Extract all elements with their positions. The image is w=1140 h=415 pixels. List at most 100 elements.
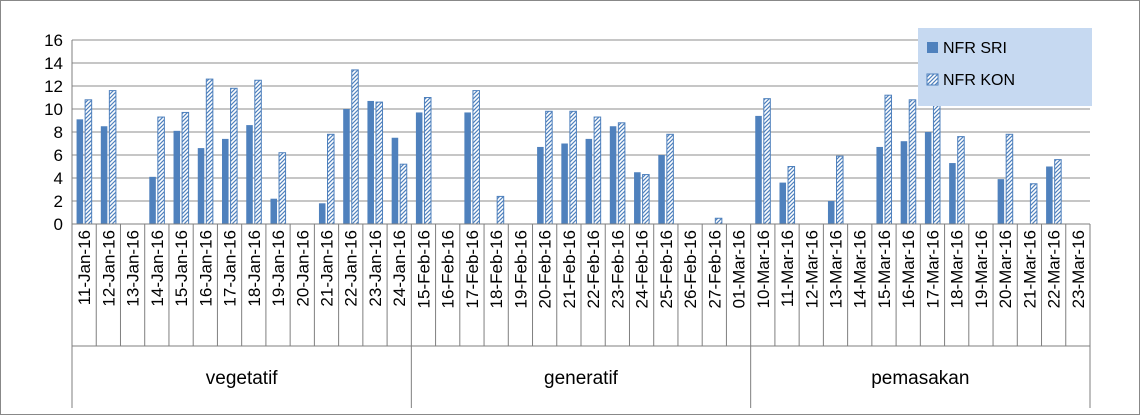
x-tick-label: 10-Mar-16 [754,230,773,308]
x-tick-label: 16-Jan-16 [196,230,215,307]
x-tick-label: 27-Feb-16 [705,230,724,308]
bar-nfr-sri [415,112,423,224]
x-tick-label: 19-Feb-16 [511,230,530,308]
x-tick-label: 24-Jan-16 [390,230,409,307]
bar-nfr-sri [537,146,544,224]
bar-nfr-kon [957,136,965,225]
y-tick-label: 2 [54,192,63,211]
x-axis-tick-labels: 11-Jan-16 12-Jan-16 13-Jan-16 14-Jan-16 15-J… [75,230,1088,308]
x-tick-label: 25-Feb-16 [657,230,676,308]
bar-nfr-kon [472,90,480,225]
x-tick-label: 19-Mar-16 [972,230,991,308]
bar-nfr-sri [827,201,835,224]
bar-nfr-kon [205,78,214,225]
x-tick-label: 23-Mar-16 [1069,230,1088,308]
x-tick-label: 15-Jan-16 [172,230,191,307]
bar-nfr-sri [876,146,883,224]
legend-swatch-nfr-kon [926,73,939,86]
x-tick-label: 17-Mar-16 [923,230,942,308]
bar-nfr-sri [997,179,1005,224]
x-tick-label: 14-Mar-16 [851,230,870,308]
y-tick-label: 16 [44,31,63,50]
bar-nfr-sri [318,203,326,224]
bar-nfr-kon [1029,183,1038,225]
x-tick-label: 01-Mar-16 [730,230,749,308]
x-tick-label: 20-Jan-16 [293,230,312,307]
y-tick-label: 14 [44,54,63,73]
bar-nfr-sri [585,138,593,224]
legend-box [918,28,1092,106]
bar-nfr-kon [714,217,723,225]
x-tick-label: 19-Jan-16 [269,230,288,307]
bar-nfr-sri [755,115,762,224]
x-axis-group-labels: vegetatif generatif pemasakan [206,368,970,389]
bar-nfr-sri [609,126,617,224]
group-label-vegetatif: vegetatif [206,368,279,389]
legend-label-nfr-sri: NFR SRI [943,40,1007,57]
bar-nfr-kon [399,163,408,225]
bar-nfr-kon [884,94,893,225]
legend-label-nfr-kon: NFR KON [943,72,1015,89]
bar-nfr-sri [900,141,908,224]
bar-nfr-sri [464,112,471,224]
bar-nfr-kon [157,116,165,225]
bar-nfr-sri [634,172,641,224]
y-tick-label: 6 [54,146,63,165]
x-tick-label: 18-Jan-16 [245,230,264,307]
x-tick-label: 13-Mar-16 [827,230,846,308]
y-tick-label: 12 [44,77,63,96]
x-tick-label: 20-Mar-16 [996,230,1015,308]
bar-nfr-sri [658,155,665,224]
x-tick-label: 11-Mar-16 [778,230,797,307]
bar-nfr-kon [617,122,626,225]
bar-nfr-kon [108,90,117,225]
bar-nfr-kon [327,133,335,225]
x-tick-label: 23-Feb-16 [608,230,627,308]
bar-nfr-kon [278,152,287,225]
x-tick-label: 16-Mar-16 [899,230,918,308]
x-tick-label: 22-Mar-16 [1045,230,1064,308]
x-tick-label: 22-Feb-16 [584,230,603,308]
x-tick-label: 12-Jan-16 [99,230,118,307]
x-tick-label: 21-Mar-16 [1020,230,1039,308]
bar-nfr-kon [908,99,917,225]
bar-nfr-sri [270,198,278,224]
x-tick-label: 14-Jan-16 [148,230,167,307]
bar-nfr-kon [351,69,359,225]
bar-nfr-kon [666,133,674,225]
x-tick-label: 21-Jan-16 [318,230,337,307]
y-tick-label: 8 [54,123,63,142]
y-tick-label: 0 [54,215,63,234]
bar-nfr-kon [423,97,432,225]
bar-nfr-sri [246,125,253,224]
x-tick-label: 17-Feb-16 [463,230,482,308]
bar-nfr-kon [1005,133,1014,225]
x-tick-label: 18-Feb-16 [487,230,506,308]
bar-nfr-kon [932,98,941,225]
group-label-generatif: generatif [544,368,619,389]
group-label-pemasakan: pemasakan [871,368,969,389]
legend: NFR SRI NFR KON [918,28,1092,106]
bar-nfr-sri [100,126,108,224]
bars [76,69,1062,225]
bar-nfr-sri [222,138,229,224]
bar-nfr-sri [924,132,932,224]
x-tick-label: 15-Mar-16 [875,230,894,308]
y-axis-tick-labels: 0 2 4 6 8 10 12 14 16 [44,31,63,234]
bar-nfr-sri [1046,166,1053,224]
bar-nfr-sri [76,119,84,224]
x-tick-label: 15-Feb-16 [414,230,433,308]
x-tick-label: 17-Jan-16 [221,230,240,307]
x-tick-label: 20-Feb-16 [536,230,555,308]
x-tick-label: 23-Jan-16 [366,230,385,307]
x-tick-label: 18-Mar-16 [948,230,967,308]
axes [71,40,1091,408]
bar-nfr-sri [561,143,568,224]
x-tick-label: 22-Jan-16 [342,230,361,307]
bar-nfr-kon [84,99,93,225]
bar-nfr-kon [230,87,238,225]
bar-nfr-kon [1054,159,1062,225]
bar-nfr-sri [173,130,181,224]
bar-nfr-kon [181,111,190,225]
